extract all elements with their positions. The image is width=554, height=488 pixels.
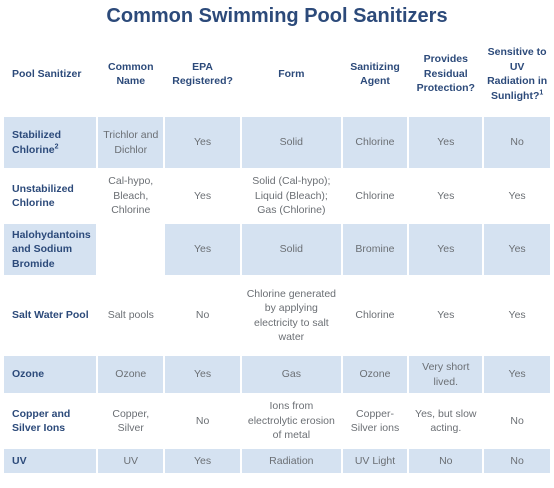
row-name-label: Stabilized Chlorine: [12, 129, 62, 156]
cell-form: Gas: [242, 356, 341, 393]
cell-epa: Yes: [165, 170, 241, 222]
cell-agent: Copper-Silver ions: [342, 395, 408, 447]
cell-form: Solid: [242, 117, 341, 168]
cell-uv: Yes: [484, 277, 550, 354]
col-header-form: Form: [242, 33, 341, 115]
col-header-epa-registered: EPA Registered?: [165, 33, 241, 115]
col-header-pool-sanitizer: Pool Sanitizer: [4, 33, 97, 115]
cell-form: Solid: [242, 224, 341, 275]
cell-uv: No: [484, 117, 550, 168]
cell-agent: Ozone: [342, 356, 408, 393]
cell-epa: Yes: [165, 449, 241, 473]
cell-residual: Yes: [409, 117, 483, 168]
cell-uv: No: [484, 449, 550, 473]
cell-agent: Chlorine: [342, 170, 408, 222]
col-header-common-name: Common Name: [98, 33, 164, 115]
cell-common-name: [98, 224, 164, 275]
uv-header-label: Sensitive to UV Radiation in Sunlight?: [487, 46, 548, 102]
cell-common-name: Salt pools: [98, 277, 164, 354]
cell-epa: Yes: [165, 117, 241, 168]
cell-uv: Yes: [484, 170, 550, 222]
row-name-ozone: Ozone: [4, 356, 97, 393]
row-name-stabilized-chlorine: Stabilized Chlorine2: [4, 117, 97, 168]
cell-epa: No: [165, 395, 241, 447]
cell-agent: Chlorine: [342, 117, 408, 168]
row-name-copper-silver-ions: Copper and Silver Ions: [4, 395, 97, 447]
cell-form: Solid (Cal-hypo); Liquid (Bleach); Gas (…: [242, 170, 341, 222]
row-name-halohydantoins: Halohydantoins and Sodium Bromide: [4, 224, 97, 275]
cell-agent: Bromine: [342, 224, 408, 275]
col-header-uv-sensitive: Sensitive to UV Radiation in Sunlight?1: [484, 33, 550, 115]
sanitizers-table: Pool Sanitizer Common Name EPA Registere…: [2, 31, 552, 475]
row-name-unstabilized-chlorine: Unstabilized Chlorine: [4, 170, 97, 222]
row-name-uv: UV: [4, 449, 97, 473]
table-row: UV UV Yes Radiation UV Light No No: [4, 449, 550, 473]
cell-epa: No: [165, 277, 241, 354]
table-row: Unstabilized Chlorine Cal-hypo, Bleach, …: [4, 170, 550, 222]
cell-form: Chlorine generated by applying electrici…: [242, 277, 341, 354]
cell-uv: Yes: [484, 224, 550, 275]
cell-common-name: Trichlor and Dichlor: [98, 117, 164, 168]
cell-agent: UV Light: [342, 449, 408, 473]
footnote-marker: 2: [54, 143, 59, 150]
cell-epa: Yes: [165, 224, 241, 275]
footnote-marker: 1: [539, 89, 544, 96]
cell-residual: Yes: [409, 224, 483, 275]
cell-form: Radiation: [242, 449, 341, 473]
cell-residual: Yes: [409, 277, 483, 354]
cell-form: Ions from electrolytic erosion of metal: [242, 395, 341, 447]
cell-epa: Yes: [165, 356, 241, 393]
cell-residual: Yes, but slow acting.: [409, 395, 483, 447]
col-header-sanitizing-agent: Sanitizing Agent: [342, 33, 408, 115]
header-row: Pool Sanitizer Common Name EPA Registere…: [4, 33, 550, 115]
row-name-salt-water-pool: Salt Water Pool: [4, 277, 97, 354]
cell-common-name: Copper, Silver: [98, 395, 164, 447]
cell-residual: No: [409, 449, 483, 473]
cell-common-name: Cal-hypo, Bleach, Chlorine: [98, 170, 164, 222]
cell-residual: Yes: [409, 170, 483, 222]
table-row: Halohydantoins and Sodium Bromide Yes So…: [4, 224, 550, 275]
cell-common-name: UV: [98, 449, 164, 473]
cell-uv: Yes: [484, 356, 550, 393]
cell-uv: No: [484, 395, 550, 447]
cell-common-name: Ozone: [98, 356, 164, 393]
table-row: Salt Water Pool Salt pools No Chlorine g…: [4, 277, 550, 354]
page-title: Common Swimming Pool Sanitizers: [106, 5, 448, 27]
cell-agent: Chlorine: [342, 277, 408, 354]
table-row: Copper and Silver Ions Copper, Silver No…: [4, 395, 550, 447]
col-header-residual-protection: Provides Residual Protection?: [409, 33, 483, 115]
table-row: Ozone Ozone Yes Gas Ozone Very short liv…: [4, 356, 550, 393]
cell-residual: Very short lived.: [409, 356, 483, 393]
table-row: Stabilized Chlorine2 Trichlor and Dichlo…: [4, 117, 550, 168]
